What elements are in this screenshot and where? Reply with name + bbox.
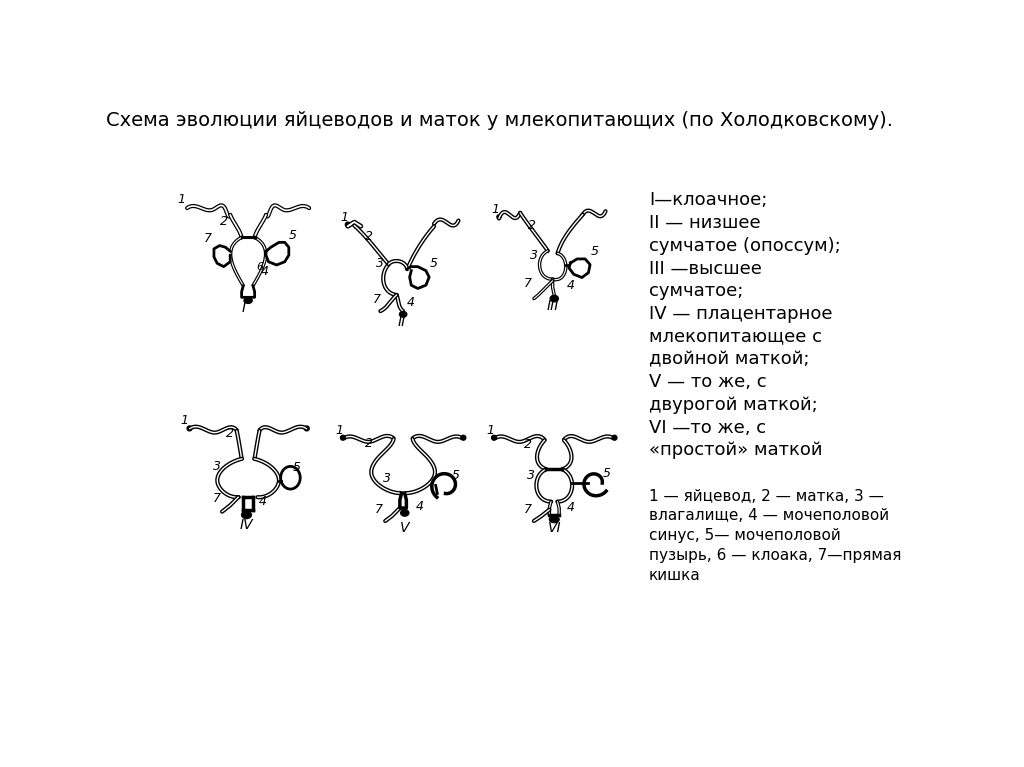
Text: 3: 3 (527, 469, 536, 482)
Ellipse shape (399, 311, 407, 318)
Ellipse shape (187, 426, 191, 431)
Text: двойной маткой;: двойной маткой; (649, 351, 809, 368)
Ellipse shape (550, 295, 558, 301)
Ellipse shape (492, 436, 497, 440)
Text: V — то же, с: V — то же, с (649, 373, 766, 391)
Ellipse shape (304, 426, 309, 431)
Text: 7: 7 (524, 503, 532, 516)
Text: VI: VI (548, 522, 561, 535)
Text: 1: 1 (486, 423, 495, 436)
Text: 5: 5 (289, 229, 297, 242)
Text: 1: 1 (180, 414, 188, 427)
Text: 3: 3 (529, 249, 538, 262)
Text: 1: 1 (492, 202, 500, 216)
Text: V: V (400, 521, 410, 535)
Text: IV: IV (240, 518, 253, 532)
Text: 5: 5 (591, 245, 599, 258)
Text: 1 — яйцевод, 2 — матка, 3 —
влагалище, 4 — мочеполовой
синус, 5— мочеполовой
пуз: 1 — яйцевод, 2 — матка, 3 — влагалище, 4… (649, 489, 901, 583)
Ellipse shape (612, 436, 616, 440)
Polygon shape (399, 493, 407, 508)
Text: 5: 5 (452, 469, 460, 482)
Text: IV — плацентарное: IV — плацентарное (649, 305, 833, 323)
Text: двурогой маткой;: двурогой маткой; (649, 396, 817, 414)
Text: VI —то же, с: VI —то же, с (649, 419, 766, 436)
Text: 7: 7 (373, 293, 381, 306)
Ellipse shape (461, 436, 466, 440)
Text: сумчатое (опоссум);: сумчатое (опоссум); (649, 237, 841, 255)
Text: 3: 3 (383, 472, 391, 486)
Text: 4: 4 (566, 502, 574, 515)
Text: млекопитающее с: млекопитающее с (649, 328, 822, 346)
Polygon shape (214, 245, 230, 267)
Text: 2: 2 (365, 230, 373, 243)
Text: III —высшее: III —высшее (649, 259, 762, 278)
Text: 2: 2 (220, 215, 227, 228)
Text: сумчатое;: сумчатое; (649, 282, 743, 300)
Ellipse shape (244, 298, 252, 304)
Text: 3: 3 (377, 257, 384, 270)
Text: 3: 3 (213, 459, 221, 472)
Text: 7: 7 (213, 492, 221, 505)
Text: 2: 2 (524, 438, 532, 451)
Text: 2: 2 (226, 427, 234, 440)
Text: 7: 7 (204, 232, 211, 245)
Text: Схема эволюции яйцеводов и маток у млекопитающих (по Холодковскому).: Схема эволюции яйцеводов и маток у млеко… (106, 111, 894, 130)
Text: 6: 6 (256, 262, 263, 272)
Text: 4: 4 (566, 279, 574, 292)
Ellipse shape (549, 516, 559, 522)
Text: 4: 4 (408, 296, 416, 309)
Text: 2: 2 (527, 219, 536, 232)
Text: 7: 7 (375, 503, 383, 516)
Ellipse shape (345, 222, 350, 227)
Ellipse shape (242, 512, 251, 518)
Text: 5: 5 (430, 257, 438, 270)
Text: 4: 4 (259, 495, 267, 509)
Text: I: I (242, 301, 246, 315)
Polygon shape (569, 259, 590, 278)
Text: 7: 7 (524, 277, 532, 290)
Text: 4: 4 (260, 265, 268, 278)
Text: 5: 5 (603, 467, 611, 480)
Text: 1: 1 (177, 193, 185, 206)
Ellipse shape (497, 215, 501, 219)
Polygon shape (408, 267, 429, 288)
Text: II: II (397, 314, 406, 328)
Text: 5: 5 (293, 461, 301, 474)
Polygon shape (242, 286, 255, 298)
Polygon shape (266, 242, 289, 265)
Text: II — низшее: II — низшее (649, 214, 761, 232)
Text: III: III (547, 299, 559, 313)
Text: 2: 2 (365, 436, 373, 449)
Text: 1: 1 (341, 211, 348, 223)
Ellipse shape (400, 510, 409, 516)
Ellipse shape (340, 436, 345, 440)
Ellipse shape (281, 466, 300, 489)
Text: 1: 1 (336, 423, 344, 436)
Text: I—клоачное;: I—клоачное; (649, 192, 767, 209)
Text: 4: 4 (416, 499, 423, 512)
Text: «простой» маткой: «простой» маткой (649, 441, 822, 459)
